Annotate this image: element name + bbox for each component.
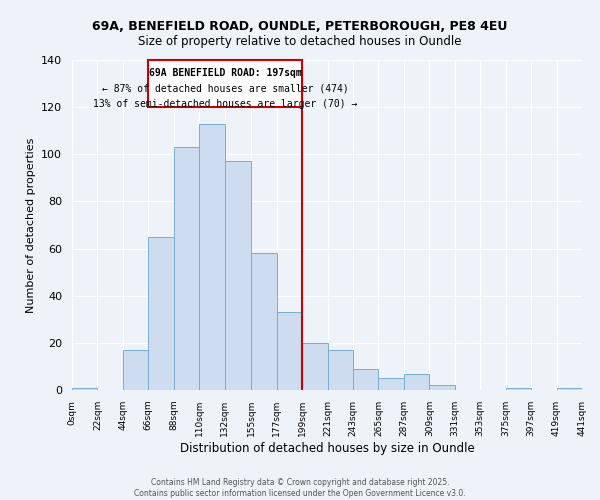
- Text: Contains HM Land Registry data © Crown copyright and database right 2025.
Contai: Contains HM Land Registry data © Crown c…: [134, 478, 466, 498]
- Bar: [557, 388, 582, 390]
- Bar: [199, 124, 224, 390]
- X-axis label: Distribution of detached houses by size in Oundle: Distribution of detached houses by size …: [179, 442, 475, 454]
- FancyBboxPatch shape: [148, 60, 302, 107]
- Bar: [123, 350, 148, 390]
- Bar: [506, 388, 531, 390]
- Bar: [353, 369, 379, 390]
- Bar: [277, 312, 302, 390]
- Bar: [174, 147, 199, 390]
- Text: 69A, BENEFIELD ROAD, OUNDLE, PETERBOROUGH, PE8 4EU: 69A, BENEFIELD ROAD, OUNDLE, PETERBOROUG…: [92, 20, 508, 32]
- Bar: [379, 378, 404, 390]
- Bar: [404, 374, 430, 390]
- Text: 69A BENEFIELD ROAD: 197sqm: 69A BENEFIELD ROAD: 197sqm: [149, 68, 302, 78]
- Bar: [72, 388, 97, 390]
- Bar: [430, 386, 455, 390]
- Bar: [302, 343, 328, 390]
- Y-axis label: Number of detached properties: Number of detached properties: [26, 138, 35, 312]
- Text: ← 87% of detached houses are smaller (474): ← 87% of detached houses are smaller (47…: [102, 84, 349, 94]
- Bar: [251, 254, 277, 390]
- Bar: [328, 350, 353, 390]
- Text: Size of property relative to detached houses in Oundle: Size of property relative to detached ho…: [138, 34, 462, 48]
- Bar: [148, 237, 174, 390]
- Text: 13% of semi-detached houses are larger (70) →: 13% of semi-detached houses are larger (…: [93, 99, 358, 109]
- Bar: [224, 162, 251, 390]
